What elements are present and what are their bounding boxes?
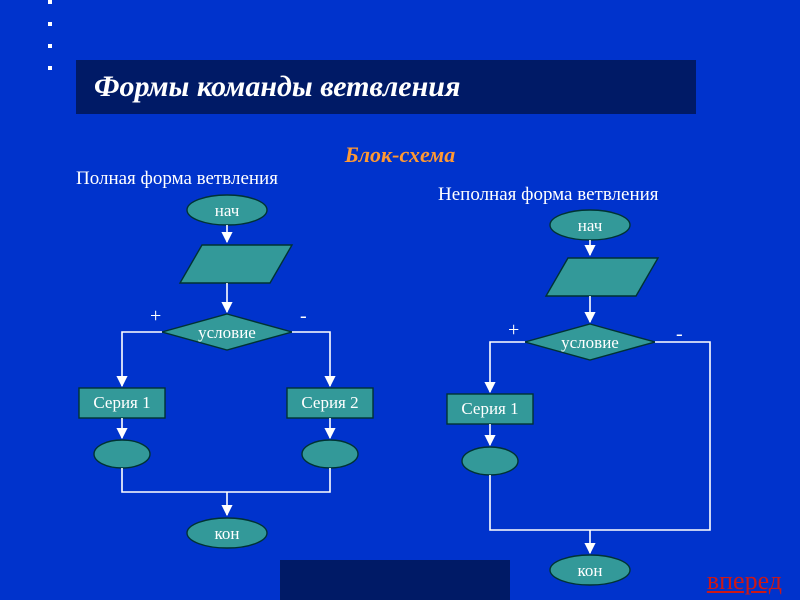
node-start: нач [215,201,240,220]
bottom-band [280,560,510,600]
node-end: кон [215,524,240,543]
minus-label: - [300,305,307,327]
node-end: кон [578,561,603,580]
page-title: Формы команды ветвления [94,70,460,104]
plus-label: + [150,305,161,327]
node-start: нач [578,216,603,235]
flowchart-incomplete: нач условие + - Серия 1 кон [420,200,760,600]
node-condition: условие [198,323,256,342]
forward-link[interactable]: вперед [707,566,782,596]
node-series1: Серия 1 [93,393,150,412]
node-condition: условие [561,333,619,352]
left-heading: Полная форма ветвления [76,168,278,190]
title-band: Формы команды ветвления [76,60,696,114]
plus-label: + [508,319,519,341]
node-series2: Серия 2 [301,393,358,412]
node-series1: Серия 1 [461,399,518,418]
subtitle: Блок-схема [0,142,800,168]
flowchart-full: нач условие + - Серия 1 Серия 2 кон [52,190,422,590]
